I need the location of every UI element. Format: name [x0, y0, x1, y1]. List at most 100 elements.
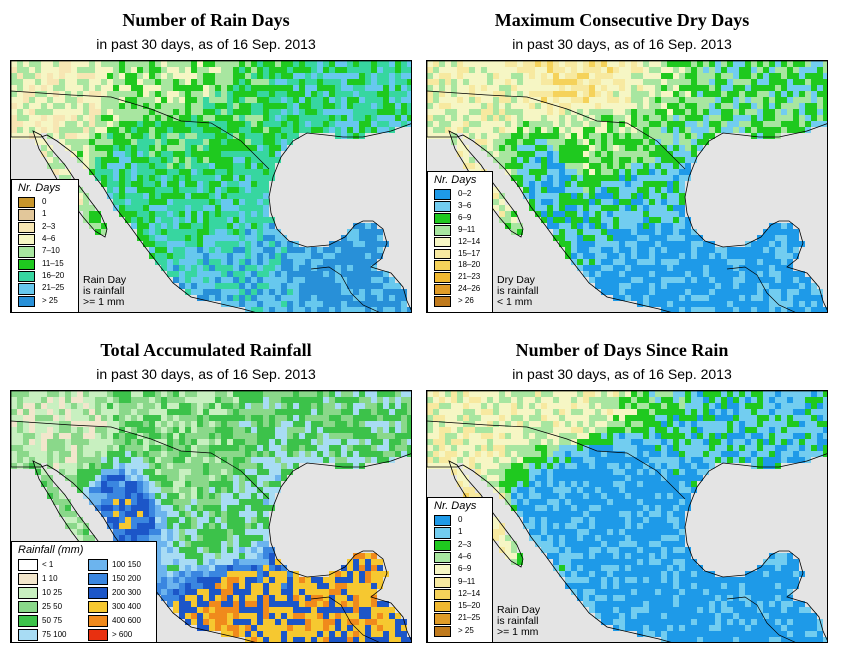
map-cell	[95, 391, 101, 397]
map-cell	[571, 205, 577, 211]
map-cell	[167, 415, 173, 421]
map-cell	[499, 67, 505, 73]
map-cell	[577, 103, 583, 109]
map-cell	[107, 79, 113, 85]
map-cell	[269, 139, 275, 145]
map-cell	[65, 409, 71, 415]
map-cell	[745, 307, 751, 312]
map-cell	[535, 145, 541, 151]
map-cell	[293, 421, 299, 427]
map-cell	[799, 109, 805, 115]
map-cell	[733, 91, 739, 97]
map-cell	[305, 67, 311, 73]
map-cell	[329, 271, 335, 277]
map-cell	[119, 193, 125, 199]
map-cell	[775, 277, 781, 283]
map-cell	[197, 397, 203, 403]
map-cell	[661, 91, 667, 97]
map-cell	[191, 121, 197, 127]
map-cell	[323, 457, 329, 463]
map-cell	[625, 277, 631, 283]
map-cell	[245, 157, 251, 163]
legend-label: 24–26	[458, 284, 481, 294]
map-cell	[715, 97, 721, 103]
map-cell	[251, 277, 257, 283]
map-cell	[263, 217, 269, 223]
map-cell	[233, 475, 239, 481]
map-cell	[583, 67, 589, 73]
map-cell	[565, 85, 571, 91]
map-cell	[215, 187, 221, 193]
map-cell	[203, 109, 209, 115]
map-cell	[173, 391, 179, 397]
map-cell	[739, 91, 745, 97]
map-cell	[161, 199, 167, 205]
map-cell	[529, 187, 535, 193]
map-cell	[251, 445, 257, 451]
map-cell	[125, 79, 131, 85]
map-cell	[173, 277, 179, 283]
map-cell	[571, 181, 577, 187]
map-cell	[781, 61, 787, 67]
map-cell	[215, 409, 221, 415]
map-cell	[565, 103, 571, 109]
map-cell	[401, 391, 407, 397]
map-cell	[89, 397, 95, 403]
map-cell	[41, 127, 47, 133]
map-cell	[203, 397, 209, 403]
map-cell	[763, 133, 769, 139]
map-cell	[89, 391, 95, 397]
map-cell	[119, 205, 125, 211]
map-cell	[383, 415, 389, 421]
map-cell	[281, 235, 287, 241]
map-cell	[293, 73, 299, 79]
map-cell	[383, 85, 389, 91]
map-cell	[613, 205, 619, 211]
map-cell	[463, 103, 469, 109]
map-cell	[619, 199, 625, 205]
map-cell	[149, 409, 155, 415]
map-cell	[41, 427, 47, 433]
map-cell	[47, 403, 53, 409]
map-cell	[53, 109, 59, 115]
map-cell	[439, 127, 445, 133]
map-cell	[571, 157, 577, 163]
map-cell	[541, 181, 547, 187]
map-cell	[287, 301, 293, 307]
map-cell	[251, 397, 257, 403]
map-cell	[113, 127, 119, 133]
map-cell	[445, 91, 451, 97]
map-cell	[47, 97, 53, 103]
map-cell	[59, 109, 65, 115]
map-cell	[359, 127, 365, 133]
map-cell	[233, 193, 239, 199]
map-cell	[407, 91, 411, 97]
map-cell	[173, 115, 179, 121]
map-cell	[95, 229, 101, 235]
map-cell	[541, 133, 547, 139]
map-cell	[233, 415, 239, 421]
map-cell	[185, 199, 191, 205]
map-cell	[637, 229, 643, 235]
map-cell	[41, 97, 47, 103]
map-cell	[649, 175, 655, 181]
map-cell	[137, 79, 143, 85]
map-cell	[191, 259, 197, 265]
map-cell	[763, 229, 769, 235]
map-cell	[107, 433, 113, 439]
map-cell	[143, 505, 149, 511]
map-cell	[401, 409, 407, 415]
map-cell	[763, 235, 769, 241]
map-cell	[119, 439, 125, 445]
map-cell	[371, 433, 377, 439]
map-cell	[161, 481, 167, 487]
map-cell	[227, 457, 233, 463]
map-cell	[239, 169, 245, 175]
map-cell	[401, 307, 407, 312]
map-cell	[499, 211, 505, 217]
map-cell	[631, 187, 637, 193]
map-cell	[661, 133, 667, 139]
map-cell	[29, 409, 35, 415]
map-cell	[583, 253, 589, 259]
map-cell	[305, 451, 311, 457]
